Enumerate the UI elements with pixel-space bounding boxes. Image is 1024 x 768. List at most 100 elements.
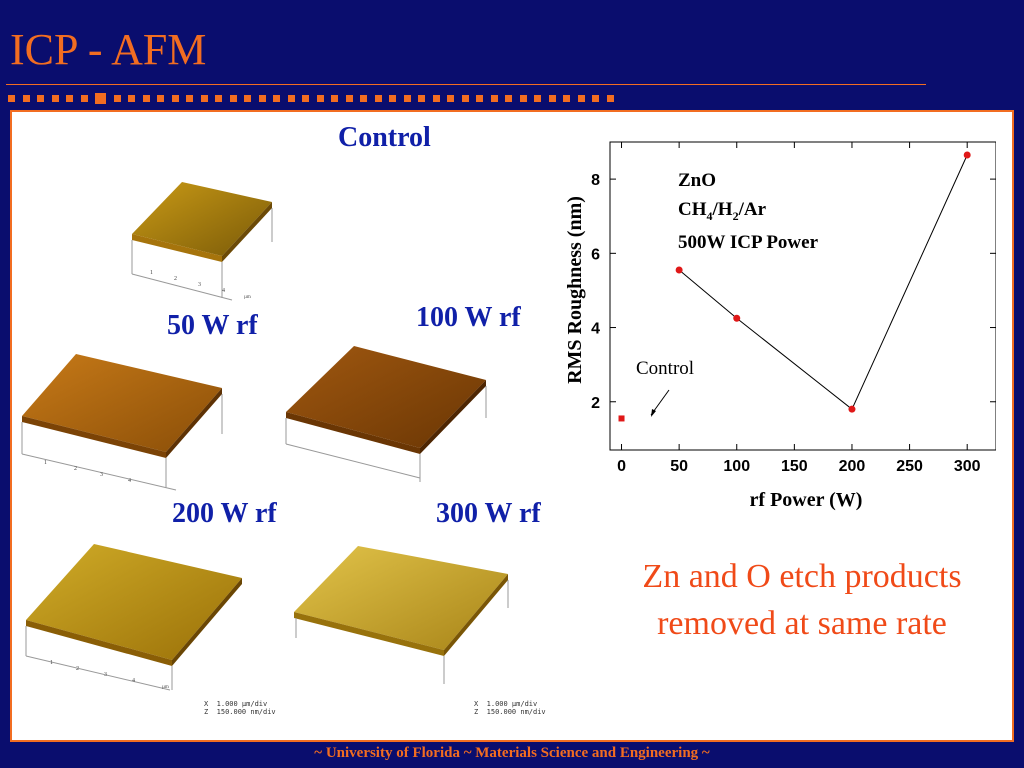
y-tick-label: 6 xyxy=(591,246,600,263)
w50-tick-1: 1 xyxy=(44,460,47,466)
decorative-dot xyxy=(519,95,527,102)
afm-image-100w xyxy=(285,346,487,482)
conclusion-text: Zn and O etch products removed at same r… xyxy=(642,558,962,642)
x-tick-label: 100 xyxy=(723,458,750,475)
decorative-dot xyxy=(200,95,208,102)
decorative-dot xyxy=(171,95,179,102)
control-unit: µm xyxy=(244,295,251,300)
control-tick-3: 3 xyxy=(198,282,201,288)
decorative-dot xyxy=(592,95,599,102)
slide-title: ICP - AFM xyxy=(10,25,207,74)
afm-image-300w xyxy=(294,546,509,684)
label-100w: 100 W rf xyxy=(416,302,521,333)
decorative-dot xyxy=(66,95,73,102)
w50-tick-4: 4 xyxy=(128,478,131,484)
decorative-dot xyxy=(22,95,30,102)
annotation-line-1: ZnO xyxy=(678,170,716,191)
decorative-dot xyxy=(345,95,353,102)
x-tick-label: 250 xyxy=(896,458,923,475)
decorative-dot xyxy=(244,95,251,102)
decorative-dot xyxy=(403,95,411,102)
decorative-dot xyxy=(360,95,367,102)
label-200w: 200 W rf xyxy=(172,498,277,529)
data-point xyxy=(963,151,971,159)
control-tick-4: 4 xyxy=(222,288,225,294)
y-axis-label: RMS Roughness (nm) xyxy=(564,196,586,384)
decorative-dot xyxy=(186,95,193,102)
control-annotation: Control xyxy=(636,358,694,379)
w200-unit: µm xyxy=(162,685,169,690)
y-tick-label: 4 xyxy=(591,321,600,338)
title-underline xyxy=(6,84,926,85)
decorative-dot xyxy=(128,95,135,102)
data-point xyxy=(848,405,856,413)
data-point xyxy=(733,314,741,322)
decorative-dot xyxy=(80,95,88,102)
w200-tick-4: 4 xyxy=(132,678,135,684)
decorative-dot xyxy=(331,95,338,102)
decorative-dot xyxy=(461,95,469,102)
series-line xyxy=(678,154,968,410)
scale-note-300w: X 1.000 µm/div Z 150.000 nm/div xyxy=(474,700,546,716)
decorative-dot xyxy=(577,95,585,102)
label-300w: 300 W rf xyxy=(436,498,541,529)
w200-tick-3: 3 xyxy=(104,672,107,678)
scale-z-200w: Z 150.000 nm/div xyxy=(204,708,276,716)
annotation-line-3: 500W ICP Power xyxy=(678,232,819,253)
x-tick-label: 50 xyxy=(670,458,688,475)
decorative-dot xyxy=(476,95,483,102)
afm-image-control: 1 2 3 4 µm xyxy=(131,182,273,301)
x-tick-label: 150 xyxy=(781,458,808,475)
x-tick-label: 300 xyxy=(954,458,981,475)
w200-tick-2: 2 xyxy=(76,666,79,672)
decorative-dot xyxy=(37,95,44,102)
slide-footer: ~ University of Florida ~ Materials Scie… xyxy=(314,745,710,761)
afm-image-50w: 1 2 3 4 xyxy=(21,354,223,491)
control-arrow-head xyxy=(651,409,656,417)
control-label: Control xyxy=(338,122,431,153)
data-point xyxy=(675,266,683,274)
label-50w: 50 W rf xyxy=(167,310,258,341)
decorative-dot xyxy=(316,95,324,102)
decorative-dot xyxy=(389,95,396,102)
scale-x-200w: X 1.000 µm/div xyxy=(204,700,268,708)
decorative-dot xyxy=(258,95,266,102)
scale-x-300w: X 1.000 µm/div xyxy=(474,700,538,708)
scale-z-300w: Z 150.000 nm/div xyxy=(474,708,546,716)
decorative-dot xyxy=(51,95,59,102)
decorative-dot xyxy=(8,95,15,102)
decorative-dot xyxy=(113,95,121,102)
decorative-dot xyxy=(548,95,556,102)
decorative-dot xyxy=(490,95,498,102)
decorative-dot xyxy=(157,95,164,102)
decorative-dot xyxy=(273,95,280,102)
afm-image-200w: 1 2 3 4 µm xyxy=(25,544,242,691)
decorative-dot-row xyxy=(8,93,614,105)
decorative-dot xyxy=(142,95,150,102)
decorative-dot xyxy=(447,95,454,102)
x-tick-label: 200 xyxy=(839,458,866,475)
decorative-dot xyxy=(229,95,237,102)
decorative-dot xyxy=(287,95,295,102)
control-tick-1: 1 xyxy=(150,270,153,276)
y-tick-label: 2 xyxy=(591,395,600,412)
decorative-dot xyxy=(302,95,309,102)
plot-frame xyxy=(609,141,996,451)
x-axis-label: rf Power (W) xyxy=(750,489,863,511)
x-tick-label: 0 xyxy=(617,458,626,475)
decorative-dot xyxy=(374,95,382,102)
y-tick-label: 8 xyxy=(591,172,600,189)
decorative-dot xyxy=(432,95,440,102)
decorative-dot xyxy=(505,95,512,102)
decorative-dot xyxy=(418,95,425,102)
decorative-dot xyxy=(534,95,541,102)
control-data-point xyxy=(618,415,625,422)
w200-tick-1: 1 xyxy=(50,660,53,666)
scale-note-200w: X 1.000 µm/div Z 150.000 nm/div xyxy=(204,700,276,716)
w50-tick-3: 3 xyxy=(100,472,103,478)
roughness-chart: 0 50 100 150 200 250 300 2 4 6 8 ZnO CH4/H2/Ar 500… xyxy=(564,141,996,511)
control-tick-2: 2 xyxy=(174,276,177,282)
annotation-line-2: CH4/H2/Ar xyxy=(678,199,767,223)
decorative-dot xyxy=(563,95,570,102)
chart-annotation: ZnO CH4/H2/Ar 500W ICP Power xyxy=(678,170,819,253)
